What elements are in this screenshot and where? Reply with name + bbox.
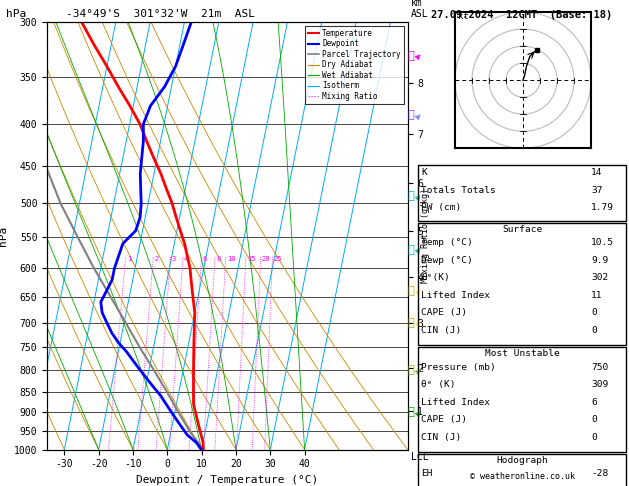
Text: LCL: LCL <box>411 452 428 462</box>
Text: 14: 14 <box>591 168 603 177</box>
Text: Mixing Ratio (g/kg): Mixing Ratio (g/kg) <box>421 188 430 283</box>
Text: ⊿: ⊿ <box>408 286 415 296</box>
Text: -28: -28 <box>591 469 608 479</box>
Text: 309: 309 <box>591 380 608 389</box>
Text: hPa: hPa <box>6 9 26 19</box>
Text: 9.9: 9.9 <box>591 256 608 265</box>
Text: ▶: ▶ <box>413 317 424 329</box>
Text: ▶: ▶ <box>413 50 424 61</box>
Text: ⊿: ⊿ <box>408 365 415 375</box>
Text: 6: 6 <box>203 256 207 262</box>
Text: 4: 4 <box>184 256 189 262</box>
Text: 0: 0 <box>591 433 597 442</box>
Text: 10.5: 10.5 <box>591 238 615 247</box>
Text: 3: 3 <box>172 256 176 262</box>
Text: 8: 8 <box>216 256 220 262</box>
Text: 20: 20 <box>262 256 270 262</box>
Text: ▶: ▶ <box>413 406 424 418</box>
Text: Hodograph: Hodograph <box>496 456 548 465</box>
Text: CAPE (J): CAPE (J) <box>421 308 467 317</box>
Text: 15: 15 <box>247 256 255 262</box>
Text: Temp (°C): Temp (°C) <box>421 238 473 247</box>
Text: 2: 2 <box>155 256 159 262</box>
Text: ⊿: ⊿ <box>408 110 415 120</box>
Text: 302: 302 <box>591 273 608 282</box>
Text: ⊿: ⊿ <box>408 318 415 328</box>
Text: kt: kt <box>459 12 469 21</box>
Text: 10: 10 <box>227 256 235 262</box>
Text: 11: 11 <box>591 291 603 300</box>
Text: 25: 25 <box>274 256 282 262</box>
Legend: Temperature, Dewpoint, Parcel Trajectory, Dry Adiabat, Wet Adiabat, Isotherm, Mi: Temperature, Dewpoint, Parcel Trajectory… <box>304 26 404 104</box>
Text: km
ASL: km ASL <box>411 0 428 19</box>
Text: © weatheronline.co.uk: © weatheronline.co.uk <box>470 472 574 481</box>
Text: θᵉ (K): θᵉ (K) <box>421 380 456 389</box>
Text: Dewp (°C): Dewp (°C) <box>421 256 473 265</box>
Text: Pressure (mb): Pressure (mb) <box>421 363 496 372</box>
Text: ▶: ▶ <box>413 285 424 296</box>
Text: 0: 0 <box>591 415 597 424</box>
Text: Lifted Index: Lifted Index <box>421 291 491 300</box>
Text: ▶: ▶ <box>413 109 424 121</box>
Text: 1.79: 1.79 <box>591 203 615 212</box>
Text: 0: 0 <box>591 326 597 335</box>
Text: ▶: ▶ <box>413 191 424 202</box>
Text: 750: 750 <box>591 363 608 372</box>
Text: Most Unstable: Most Unstable <box>485 349 559 358</box>
Text: Lifted Index: Lifted Index <box>421 398 491 407</box>
Y-axis label: hPa: hPa <box>0 226 8 246</box>
Text: ⊿: ⊿ <box>408 191 415 201</box>
Text: 0: 0 <box>591 308 597 317</box>
Text: Surface: Surface <box>502 225 542 234</box>
Text: 27.09.2024  12GMT  (Base: 18): 27.09.2024 12GMT (Base: 18) <box>431 10 612 20</box>
X-axis label: Dewpoint / Temperature (°C): Dewpoint / Temperature (°C) <box>136 475 318 485</box>
Text: EH: EH <box>421 469 433 479</box>
Text: ▶: ▶ <box>413 364 424 376</box>
Text: 6: 6 <box>591 398 597 407</box>
Text: θᵉ(K): θᵉ(K) <box>421 273 450 282</box>
Text: CIN (J): CIN (J) <box>421 433 462 442</box>
Text: Totals Totals: Totals Totals <box>421 186 496 195</box>
Text: ⊿: ⊿ <box>408 245 415 255</box>
Text: K: K <box>421 168 427 177</box>
Text: 37: 37 <box>591 186 603 195</box>
Text: ⊿: ⊿ <box>408 51 415 61</box>
Text: -34°49'S  301°32'W  21m  ASL: -34°49'S 301°32'W 21m ASL <box>66 9 255 19</box>
Text: ▶: ▶ <box>413 244 424 256</box>
Text: CIN (J): CIN (J) <box>421 326 462 335</box>
Text: PW (cm): PW (cm) <box>421 203 462 212</box>
Text: ⊿: ⊿ <box>408 407 415 417</box>
Text: CAPE (J): CAPE (J) <box>421 415 467 424</box>
Text: 1: 1 <box>126 256 131 262</box>
